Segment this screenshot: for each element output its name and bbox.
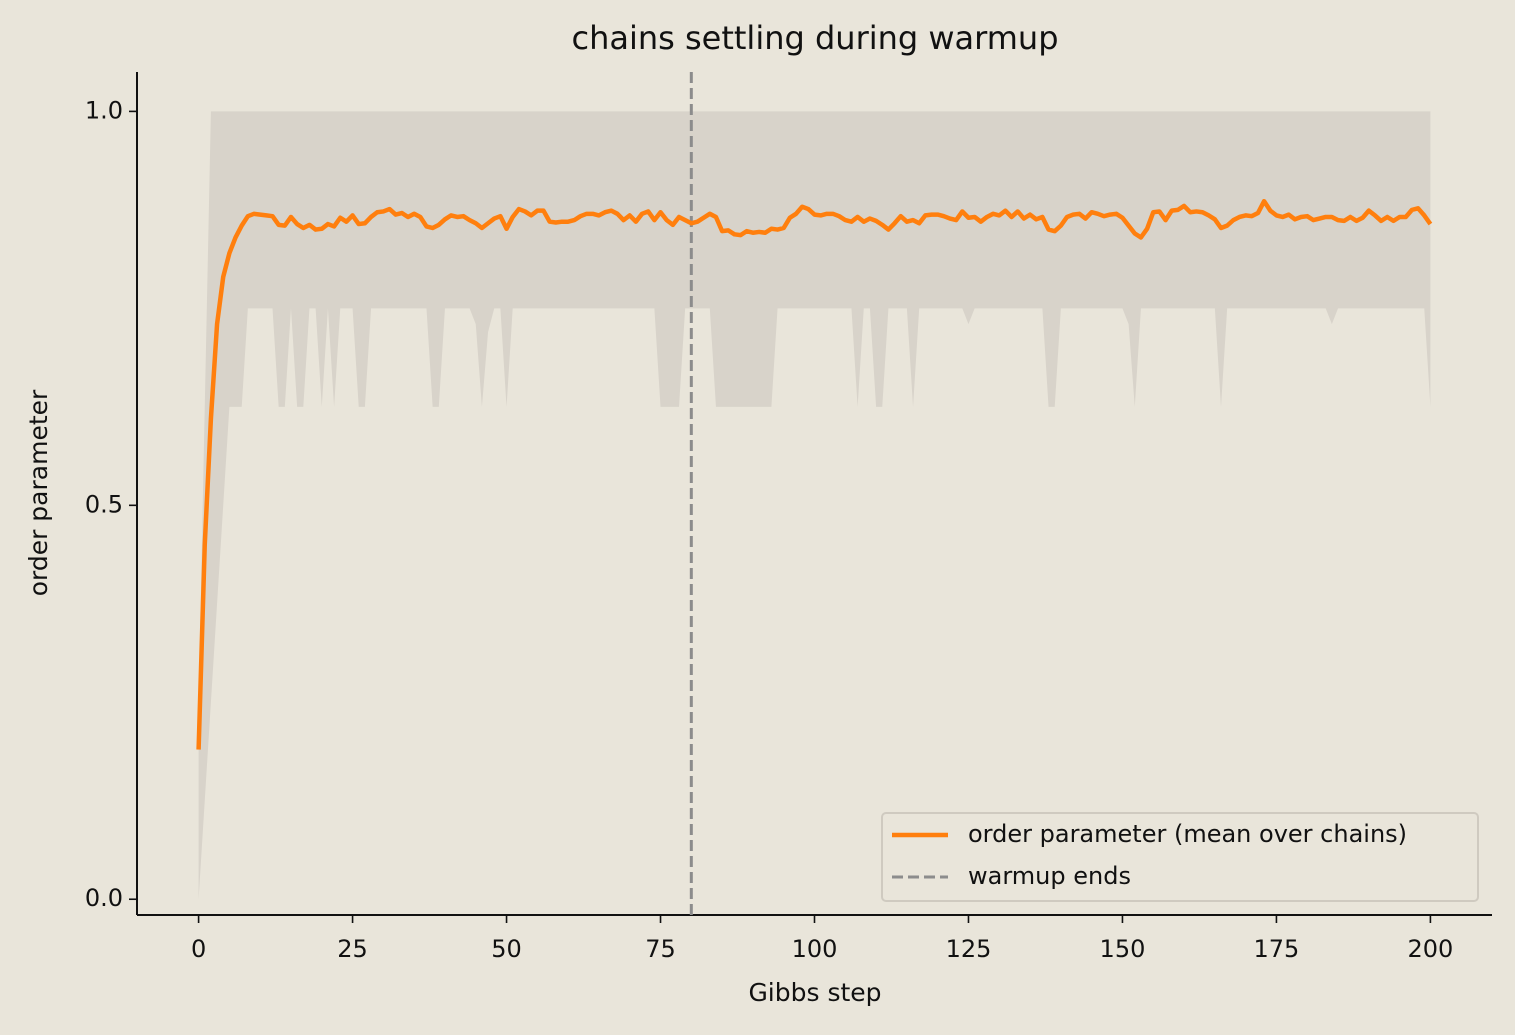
x-tick-label: 0: [191, 935, 206, 963]
data-line: [196, 198, 1433, 750]
x-tick-label: 50: [491, 935, 522, 963]
y-axis-label: order parameter: [24, 389, 53, 596]
x-tick-label: 75: [645, 935, 676, 963]
y-tick-label: 1.0: [85, 96, 123, 124]
y-tick-label: 0.5: [85, 490, 123, 518]
band: [198, 111, 1431, 900]
x-tick-label: 175: [1254, 935, 1300, 963]
x-axis-label: Gibbs step: [748, 978, 881, 1007]
legend: order parameter (mean over chains) warmup…: [881, 812, 1479, 902]
x-tick-label: 200: [1408, 935, 1454, 963]
legend-box: [881, 812, 1479, 902]
x-tick-label: 25: [337, 935, 368, 963]
y-tick-label: 0.0: [85, 884, 123, 912]
x-tick-label: 125: [946, 935, 992, 963]
legend-label: order parameter (mean over chains): [968, 820, 1407, 848]
legend-label: warmup ends: [968, 862, 1131, 890]
chart-title: chains settling during warmup: [571, 19, 1058, 57]
x-tick-label: 100: [792, 935, 838, 963]
x-tick-label: 150: [1100, 935, 1146, 963]
